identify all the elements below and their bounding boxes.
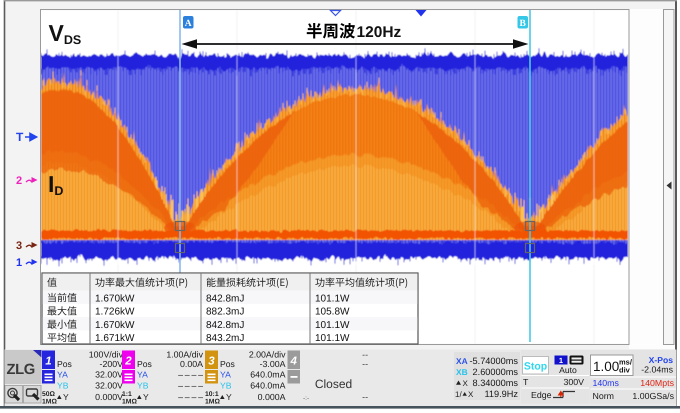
svg-text:– – – –: – – – – — [178, 381, 203, 391]
svg-text:640.0mA: 640.0mA — [250, 381, 285, 391]
svg-text:105.8W: 105.8W — [315, 307, 350, 318]
svg-text:1.671kW: 1.671kW — [95, 333, 135, 344]
svg-text:-3.00A: -3.00A — [260, 359, 286, 369]
svg-text:120Hz: 120Hz — [357, 24, 402, 41]
svg-text:101.1W: 101.1W — [315, 293, 350, 304]
svg-text:YB: YB — [137, 381, 149, 391]
svg-text:8.34000ms: 8.34000ms — [473, 378, 519, 388]
svg-text:1:1: 1:1 — [122, 391, 132, 398]
svg-text:X: X — [468, 390, 474, 399]
svg-text:Closed: Closed — [315, 377, 352, 391]
svg-text:T: T — [16, 130, 24, 144]
svg-text:32.00V: 32.00V — [95, 381, 123, 391]
svg-text:1.00A/div: 1.00A/div — [166, 350, 203, 360]
svg-text:X: X — [463, 379, 469, 388]
svg-text:Y: Y — [143, 392, 149, 402]
svg-text:1MΩ: 1MΩ — [122, 399, 137, 406]
svg-text:1.670kW: 1.670kW — [95, 320, 135, 331]
svg-text:2: 2 — [16, 175, 22, 187]
svg-text:1: 1 — [559, 356, 563, 365]
svg-text:10:1: 10:1 — [205, 391, 219, 398]
svg-text:Norm: Norm — [593, 391, 615, 401]
svg-text:300V: 300V — [563, 377, 584, 387]
svg-text:100V/div: 100V/div — [89, 350, 124, 360]
svg-text:50Ω: 50Ω — [42, 391, 56, 398]
svg-text:4: 4 — [289, 356, 297, 368]
svg-text:2: 2 — [124, 356, 132, 368]
svg-text:div: div — [619, 366, 631, 375]
svg-text:101.1W: 101.1W — [315, 333, 350, 344]
svg-text:1.726kW: 1.726kW — [95, 307, 135, 318]
svg-text:0.00A: 0.00A — [180, 359, 203, 369]
svg-text:1.00: 1.00 — [593, 359, 619, 374]
svg-text:XA: XA — [456, 356, 468, 366]
svg-text:Auto: Auto — [559, 365, 577, 375]
svg-text:3: 3 — [16, 240, 22, 252]
svg-text:Pos: Pos — [137, 359, 152, 369]
svg-text:YA: YA — [57, 370, 68, 380]
svg-text:YB: YB — [220, 381, 232, 391]
svg-text:640.0mA: 640.0mA — [250, 370, 285, 380]
svg-text:YA: YA — [137, 370, 148, 380]
svg-text:1.00GSa/s: 1.00GSa/s — [632, 391, 674, 401]
svg-text:101.1W: 101.1W — [315, 320, 350, 331]
svg-text:ZLG: ZLG — [7, 362, 35, 378]
svg-text:2.00A/div: 2.00A/div — [249, 350, 286, 360]
svg-text:-:-: -:- — [303, 395, 309, 402]
svg-text:1.670kW: 1.670kW — [95, 293, 135, 304]
svg-text:1MΩ: 1MΩ — [205, 399, 220, 406]
svg-text:Y: Y — [63, 392, 69, 402]
svg-text:1MΩ: 1MΩ — [42, 399, 57, 406]
svg-text:--: -- — [362, 359, 368, 369]
svg-text:ms/: ms/ — [619, 358, 633, 367]
svg-text:-5.74000ms: -5.74000ms — [469, 356, 518, 366]
svg-text:-2.04ms: -2.04ms — [641, 365, 673, 375]
svg-text:-200V: -200V — [100, 359, 124, 369]
svg-text:Pos: Pos — [220, 359, 235, 369]
svg-text:--: -- — [362, 350, 368, 360]
svg-text:Edge: Edge — [531, 390, 552, 400]
svg-text:A: A — [185, 19, 192, 29]
svg-text:Pos: Pos — [57, 359, 72, 369]
svg-text:XB: XB — [456, 367, 468, 377]
svg-text:1: 1 — [16, 257, 22, 269]
svg-text:842.8mJ: 842.8mJ — [206, 320, 244, 331]
svg-text:0.000A: 0.000A — [258, 392, 286, 402]
svg-text:YB: YB — [57, 381, 69, 391]
svg-text:2.60000ms: 2.60000ms — [473, 367, 519, 377]
svg-text:B: B — [520, 19, 527, 29]
svg-text:T: T — [523, 377, 529, 387]
svg-text:843.2mJ: 843.2mJ — [206, 333, 244, 344]
svg-text:YA: YA — [220, 370, 231, 380]
svg-text:1/: 1/ — [455, 390, 462, 399]
svg-text:32.00V: 32.00V — [95, 370, 123, 380]
svg-text:Stop: Stop — [524, 361, 547, 373]
svg-text:140ms: 140ms — [593, 378, 620, 388]
svg-text:882.3mJ: 882.3mJ — [206, 307, 244, 318]
svg-text:--: -- — [362, 392, 368, 402]
svg-text:0.000V: 0.000V — [95, 392, 123, 402]
svg-text:1: 1 — [45, 356, 51, 368]
svg-text:842.8mJ: 842.8mJ — [206, 293, 244, 304]
svg-text:119.9Hz: 119.9Hz — [484, 389, 518, 399]
svg-text:Y: Y — [226, 392, 232, 402]
svg-text:3: 3 — [208, 356, 215, 368]
svg-text:140Mpts: 140Mpts — [640, 378, 674, 388]
svg-text:– – – –: – – – – — [178, 392, 203, 402]
svg-text:X-Pos: X-Pos — [649, 355, 674, 365]
svg-text:– – – –: – – – – — [178, 370, 203, 380]
